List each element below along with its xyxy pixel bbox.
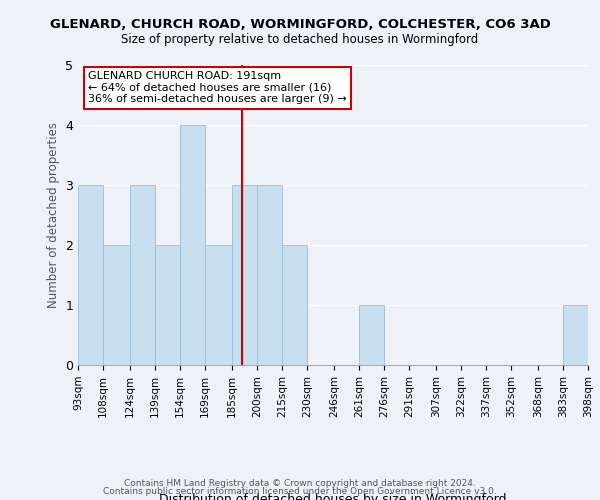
Text: Contains public sector information licensed under the Open Government Licence v3: Contains public sector information licen… [103, 487, 497, 496]
Text: Size of property relative to detached houses in Wormingford: Size of property relative to detached ho… [121, 32, 479, 46]
Text: GLENARD CHURCH ROAD: 191sqm
← 64% of detached houses are smaller (16)
36% of sem: GLENARD CHURCH ROAD: 191sqm ← 64% of det… [88, 71, 347, 104]
X-axis label: Distribution of detached houses by size in Wormingford: Distribution of detached houses by size … [159, 493, 507, 500]
Bar [78, 185, 103, 365]
Bar [103, 245, 130, 365]
Bar [563, 305, 588, 365]
Bar [359, 305, 384, 365]
Y-axis label: Number of detached properties: Number of detached properties [47, 122, 59, 308]
Bar [205, 245, 232, 365]
Text: GLENARD, CHURCH ROAD, WORMINGFORD, COLCHESTER, CO6 3AD: GLENARD, CHURCH ROAD, WORMINGFORD, COLCH… [50, 18, 550, 30]
Bar [232, 185, 257, 365]
Bar [180, 125, 205, 365]
Text: Contains HM Land Registry data © Crown copyright and database right 2024.: Contains HM Land Registry data © Crown c… [124, 478, 476, 488]
Bar [257, 185, 282, 365]
Bar [155, 245, 180, 365]
Bar [130, 185, 155, 365]
Bar [282, 245, 307, 365]
